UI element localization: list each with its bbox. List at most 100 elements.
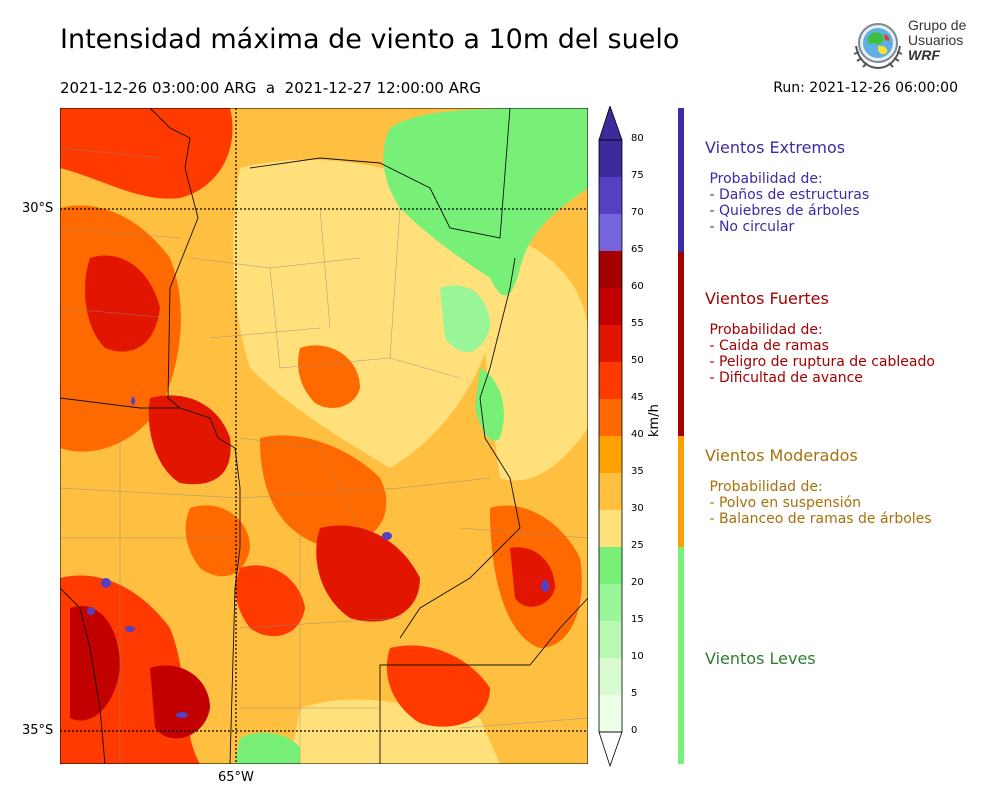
field-region bbox=[85, 255, 160, 352]
category-title: Vientos Moderados bbox=[705, 446, 858, 465]
category-title: Vientos Fuertes bbox=[705, 289, 829, 308]
category-description-line: Probabilidad de: bbox=[705, 479, 823, 495]
category-description: Probabilidad de: - Caida de ramas - Peli… bbox=[705, 322, 935, 386]
colorbar-segment bbox=[599, 547, 622, 585]
category-description-line: - Caida de ramas bbox=[705, 338, 829, 354]
colorbar-segment bbox=[599, 473, 622, 511]
colorbar-tick-label: 20 bbox=[631, 577, 644, 588]
colorbar-max-extend bbox=[598, 106, 623, 141]
colorbar-segment bbox=[599, 658, 622, 696]
field-region bbox=[125, 626, 135, 632]
category-block: Vientos Leves bbox=[705, 649, 816, 668]
field-region bbox=[176, 712, 188, 718]
colorbar-tick-label: 35 bbox=[631, 466, 644, 477]
category-color-bar bbox=[678, 108, 684, 252]
category-description-line: - Balanceo de ramas de árboles bbox=[705, 511, 932, 527]
logo-line-3: WRF bbox=[908, 47, 940, 63]
category-title: Vientos Leves bbox=[705, 649, 816, 668]
field-region bbox=[260, 435, 387, 548]
colorbar-segment bbox=[599, 362, 622, 400]
colorbar-tick-label: 80 bbox=[631, 133, 644, 144]
field-region bbox=[87, 607, 95, 615]
field-region bbox=[185, 505, 250, 577]
colorbar-segment bbox=[599, 436, 622, 474]
colorbar-tick-label: 70 bbox=[631, 207, 644, 218]
wrf-users-group-logo: Grupo de Usuarios WRF bbox=[850, 16, 970, 74]
logo-line-2: Usuarios bbox=[908, 32, 964, 48]
colorbar-tick-label: 15 bbox=[631, 614, 644, 625]
category-description-line: - Daños de estructuras bbox=[705, 187, 870, 203]
colorbar-tick-label: 5 bbox=[631, 688, 638, 699]
province-borders bbox=[60, 108, 588, 764]
field-region bbox=[150, 665, 210, 739]
category-color-bar bbox=[678, 436, 684, 547]
field-region bbox=[383, 108, 588, 296]
colorbar-segment bbox=[599, 325, 622, 363]
category-description: Probabilidad de: - Daños de estructuras … bbox=[705, 171, 869, 235]
colorbar-segment bbox=[599, 621, 622, 659]
colorbar-unit: km/h bbox=[647, 404, 662, 437]
colorbar-segment bbox=[599, 251, 622, 289]
model-run-time: Run: 2021-12-26 06:00:00 bbox=[773, 80, 958, 96]
field-region bbox=[131, 397, 135, 405]
colorbar-tick-label: 45 bbox=[631, 392, 644, 403]
field-region bbox=[70, 606, 120, 721]
colorbar bbox=[598, 106, 623, 768]
colorbar-frame bbox=[598, 139, 623, 733]
colorbar-segment bbox=[599, 140, 622, 178]
field-region bbox=[440, 285, 490, 352]
lon-label-65w: 65°W bbox=[218, 770, 254, 785]
colorbar-segment bbox=[599, 584, 622, 622]
category-description: Probabilidad de: - Polvo en suspensión -… bbox=[705, 479, 932, 527]
category-description-line: Probabilidad de: bbox=[705, 322, 823, 338]
field-region bbox=[475, 368, 504, 441]
field-region bbox=[510, 547, 555, 607]
field-region bbox=[316, 525, 420, 622]
colorbar-min-extend bbox=[598, 731, 623, 768]
category-description-line: - No circular bbox=[705, 219, 795, 235]
colorbar-segment bbox=[599, 399, 622, 437]
colorbar-tick-label: 50 bbox=[631, 355, 644, 366]
colorbar-segment bbox=[599, 510, 622, 548]
category-block: Vientos Moderados Probabilidad de: - Pol… bbox=[705, 446, 932, 527]
department-borders bbox=[60, 147, 588, 764]
field-region bbox=[235, 565, 305, 637]
chart-title: Intensidad máxima de viento a 10m del su… bbox=[60, 24, 680, 55]
colorbar-tick-label: 40 bbox=[631, 429, 644, 440]
colorbar-tick-label: 0 bbox=[631, 725, 638, 736]
colorbar-tick-label: 10 bbox=[631, 651, 644, 662]
colorbar-tick-label: 25 bbox=[631, 540, 644, 551]
colorbar-tick-label: 75 bbox=[631, 170, 644, 181]
colorbar-tick-label: 60 bbox=[631, 281, 644, 292]
globe-icon bbox=[853, 23, 903, 70]
colorbar-tick-label: 30 bbox=[631, 503, 644, 514]
colorbar-tick-label: 65 bbox=[631, 244, 644, 255]
forecast-period: 2021-12-26 03:00:00 ARG a 2021-12-27 12:… bbox=[60, 79, 482, 97]
category-title: Vientos Extremos bbox=[705, 138, 846, 157]
category-description-line: Probabilidad de: bbox=[705, 171, 823, 187]
colorbar-tick-label: 55 bbox=[631, 318, 644, 329]
category-block: Vientos Extremos Probabilidad de: - Daño… bbox=[705, 138, 869, 235]
lat-label-30s: 30°S bbox=[22, 201, 54, 216]
colorbar-segment bbox=[599, 695, 622, 733]
logo-line-1: Grupo de bbox=[908, 17, 967, 33]
category-block: Vientos Fuertes Probabilidad de: - Caida… bbox=[705, 289, 935, 386]
wind-intensity-map bbox=[60, 108, 588, 764]
lat-label-35s: 35°S bbox=[22, 723, 54, 738]
category-description-line: - Dificultad de avance bbox=[705, 370, 863, 386]
field-region bbox=[298, 345, 360, 408]
category-description-line: - Polvo en suspensión bbox=[705, 495, 862, 511]
colorbar-segment bbox=[599, 288, 622, 326]
field-region bbox=[235, 732, 300, 764]
field-region bbox=[60, 108, 233, 199]
category-color-bar bbox=[678, 547, 684, 764]
field-region bbox=[382, 532, 392, 540]
category-description-line: - Peligro de ruptura de cableado bbox=[705, 354, 935, 370]
field-region bbox=[541, 580, 549, 592]
colorbar-segment bbox=[599, 177, 622, 215]
field-region bbox=[386, 645, 490, 727]
field-region bbox=[101, 578, 111, 588]
colorbar-segment bbox=[599, 214, 622, 252]
category-color-bar bbox=[678, 252, 684, 436]
category-description-line: - Quiebres de árboles bbox=[705, 203, 860, 219]
